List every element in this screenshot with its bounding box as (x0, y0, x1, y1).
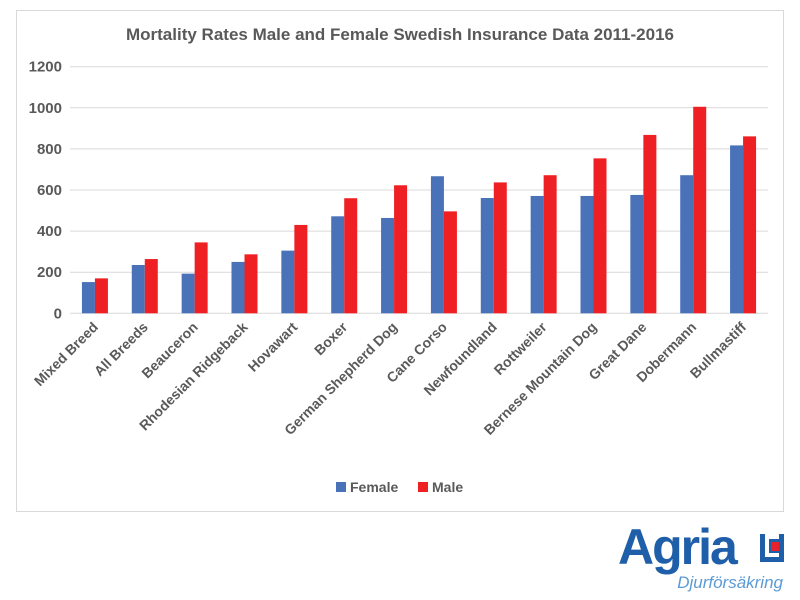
bar-male (693, 106, 707, 314)
bar-female (480, 198, 494, 314)
bar-male (344, 198, 358, 314)
bar-male (643, 134, 657, 314)
bar-male (394, 185, 408, 314)
y-tick-label: 1000 (29, 100, 62, 117)
legend-label: Female (350, 479, 398, 495)
y-tick-label: 0 (54, 305, 62, 322)
bar-male (543, 175, 557, 314)
logo-tagline: Djurförsäkring (677, 573, 783, 592)
bar-female (630, 194, 644, 314)
bar-female (580, 195, 594, 314)
agria-logo: Agria Djurförsäkring (618, 519, 784, 592)
bar-female (381, 217, 395, 314)
legend-swatch-female (336, 482, 346, 492)
bar-male (194, 242, 208, 314)
bar-female (331, 216, 345, 314)
legend-label: Male (432, 479, 463, 495)
bar-female (680, 175, 694, 314)
bar-male (94, 278, 108, 314)
chart-title: Mortality Rates Male and Female Swedish … (126, 25, 674, 44)
chart-frame (16, 10, 784, 512)
bar-female (281, 250, 295, 314)
bar-male (144, 259, 158, 314)
bar-male (244, 254, 258, 314)
bar-female (231, 261, 245, 314)
bar-male (593, 158, 607, 314)
y-tick-label: 1200 (29, 59, 62, 76)
y-tick-label: 400 (37, 223, 62, 240)
svg-text:Agria: Agria (618, 519, 739, 575)
bar-female (730, 145, 744, 314)
bar-female (181, 273, 195, 314)
bar-male (743, 136, 757, 314)
bar-male (493, 182, 507, 314)
x-tick-label: Hovawart (245, 319, 301, 375)
x-tick-label: Boxer (311, 318, 351, 358)
bar-male (294, 224, 308, 314)
bar-female (81, 282, 95, 314)
x-tick-label: Mixed Breed (31, 319, 101, 389)
bar-female (530, 195, 544, 314)
bar-male (443, 211, 457, 314)
y-tick-label: 800 (37, 141, 62, 158)
bar-female (131, 265, 145, 314)
bar-female (430, 176, 444, 314)
y-tick-label: 600 (37, 182, 62, 199)
legend-swatch-male (418, 482, 428, 492)
y-tick-label: 200 (37, 264, 62, 281)
